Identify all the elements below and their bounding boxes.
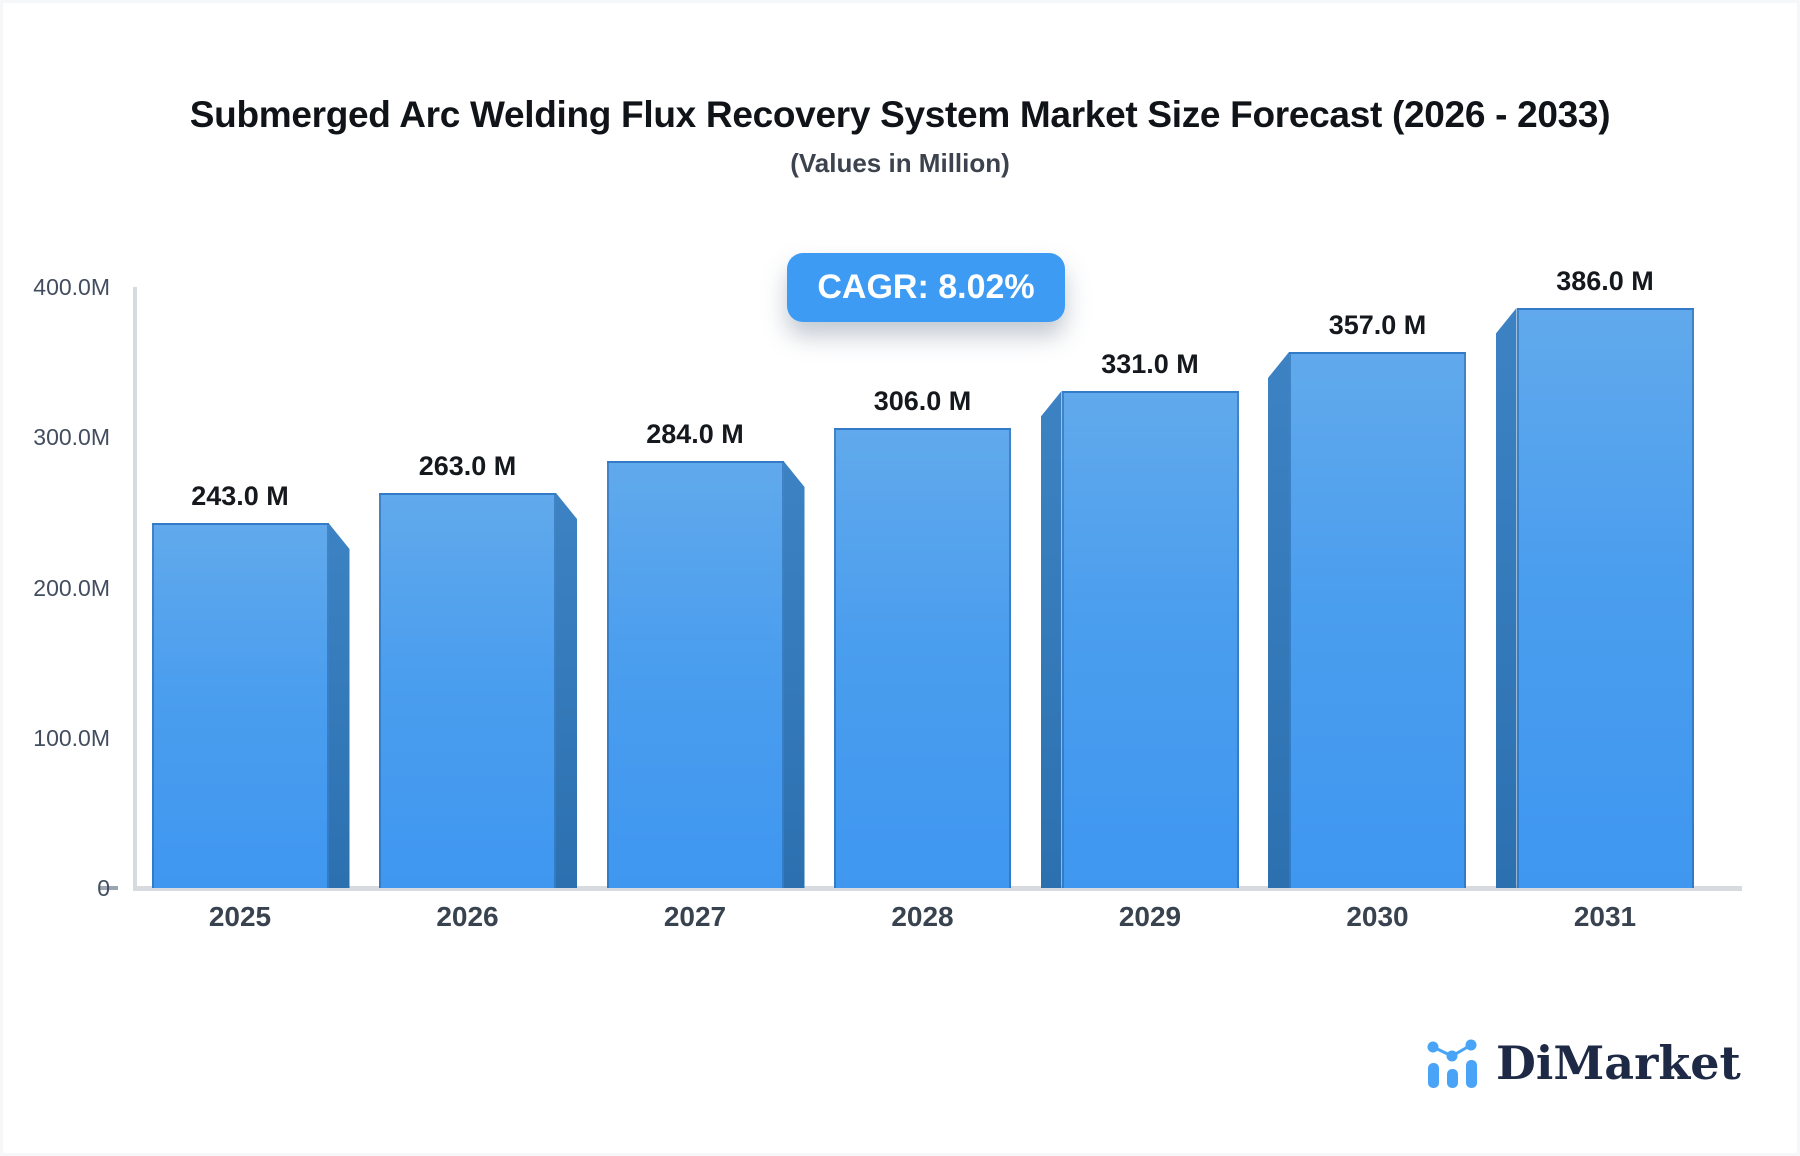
bar (1268, 352, 1466, 888)
bar (1040, 391, 1239, 888)
bar-face (834, 428, 1011, 888)
brand-logo: DiMarket (1424, 1034, 1741, 1092)
x-axis-label: 2030 (1346, 901, 1409, 932)
bar (379, 493, 577, 888)
bar-face (1289, 352, 1466, 888)
bar-side-face (328, 523, 350, 888)
bar-side-face (783, 461, 805, 888)
page-subtitle: (Values in Million) (790, 148, 1010, 178)
bar-value-label: 263.0 M (418, 451, 517, 481)
x-axis-label: 2029 (1118, 901, 1182, 932)
bar-value-label: 284.0 M (646, 419, 744, 449)
cagr-badge-label: CAGR: 8.02% (817, 268, 1035, 306)
y-axis-label: 0 (97, 875, 110, 901)
bar-face (1061, 391, 1239, 888)
bar-side-face (1495, 308, 1517, 888)
dimarket-chart-icon (1427, 1039, 1477, 1088)
bar-value-label: 357.0 M (1328, 310, 1427, 340)
bar-side-face (1040, 391, 1062, 888)
brand-logo-text: DiMarket (1496, 1036, 1741, 1090)
bar-value-label: 386.0 M (1556, 266, 1654, 296)
bar (834, 428, 1011, 888)
bar-value-label: 243.0 M (191, 481, 289, 511)
y-axis-label: 300.0M (33, 424, 110, 451)
bar-face (606, 461, 784, 888)
x-axis-label: 2026 (436, 901, 499, 932)
bar (151, 523, 350, 888)
x-axis-label: 2025 (208, 901, 272, 932)
x-axis-line (133, 886, 1742, 891)
zero-tick-mark (100, 886, 118, 890)
bar-side-face (1268, 352, 1289, 888)
bar-value-label: 331.0 M (1101, 349, 1199, 379)
page-title: Submerged Arc Welding Flux Recovery Syst… (189, 94, 1611, 135)
y-axis-label: 100.0M (33, 724, 110, 751)
bar (1495, 308, 1694, 888)
bar-face (151, 523, 329, 888)
x-axis-label: 2028 (891, 901, 954, 932)
x-axis-label: 2027 (663, 901, 727, 932)
y-axis-line (133, 287, 137, 888)
cagr-badge: CAGR: 8.02% (787, 253, 1065, 322)
bar-face (379, 493, 556, 888)
bar-face (1516, 308, 1694, 888)
y-axis-label: 400.0M (33, 274, 110, 300)
y-axis-label: 200.0M (33, 574, 110, 601)
bar (606, 461, 805, 888)
bar-side-face (556, 493, 577, 888)
x-axis-label: 2031 (1573, 901, 1637, 932)
bar-value-label: 306.0 M (873, 386, 972, 416)
